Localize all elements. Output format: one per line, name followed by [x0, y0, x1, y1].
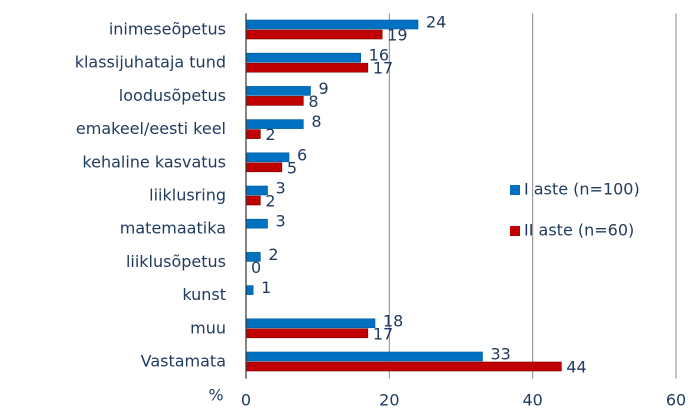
value-label: 3	[276, 212, 286, 231]
value-label: 5	[287, 158, 297, 177]
legend-swatch	[510, 226, 520, 236]
value-label: 0	[251, 258, 261, 277]
value-label: 24	[426, 13, 446, 32]
x-tick-label: 40	[522, 391, 542, 410]
bar	[245, 361, 562, 372]
y-tick-label: kehaline kasvatus	[82, 152, 226, 171]
bar	[245, 185, 268, 196]
bar	[245, 129, 261, 139]
value-label: 9	[319, 79, 329, 98]
value-label: 19	[387, 26, 407, 45]
y-tick-label: liiklusring	[149, 186, 226, 205]
value-label: 3	[276, 179, 286, 198]
y-tick-label: liiklusõpetus	[126, 252, 226, 271]
y-tick-label: kunst	[182, 285, 226, 304]
bar	[245, 218, 268, 229]
value-label: 8	[308, 92, 318, 111]
legend-swatch	[510, 185, 520, 195]
bar	[245, 285, 254, 295]
y-tick-label: inimeseõpetus	[109, 20, 226, 39]
value-label: 8	[311, 112, 321, 131]
y-tick-label: matemaatika	[120, 219, 226, 238]
bar	[245, 318, 376, 329]
bar	[245, 96, 304, 106]
bar	[245, 162, 283, 173]
x-tick-label: 60	[666, 391, 686, 410]
bar	[245, 351, 483, 362]
x-axis-label: %	[208, 386, 223, 405]
bar	[245, 62, 369, 73]
value-label: 2	[265, 125, 275, 144]
bar	[245, 52, 361, 63]
y-tick-label: emakeel/eesti keel	[76, 119, 226, 138]
bar	[245, 195, 261, 206]
value-label: 2	[268, 245, 278, 264]
value-label: 17	[373, 324, 393, 343]
bar	[245, 328, 369, 339]
legend-label: I aste (n=100)	[524, 180, 640, 199]
y-tick-label: klassijuhataja tund	[75, 53, 226, 72]
value-label: 2	[265, 192, 275, 211]
value-label: 1	[261, 278, 271, 297]
value-label: 16	[369, 46, 389, 65]
x-tick-label: 0	[241, 391, 251, 410]
legend-label: II aste (n=60)	[524, 221, 634, 240]
value-label: 6	[297, 145, 307, 164]
y-tick-label: muu	[190, 318, 226, 337]
value-label: 44	[566, 358, 586, 377]
bar	[245, 86, 311, 96]
x-tick-label: 20	[379, 391, 399, 410]
bar	[245, 29, 383, 40]
value-label: 18	[383, 311, 403, 330]
y-tick-label: loodusõpetus	[119, 86, 226, 105]
bar	[245, 152, 290, 163]
y-tick-label: Vastamata	[141, 352, 226, 371]
value-label: 17	[373, 59, 393, 78]
value-label: 33	[491, 345, 511, 364]
